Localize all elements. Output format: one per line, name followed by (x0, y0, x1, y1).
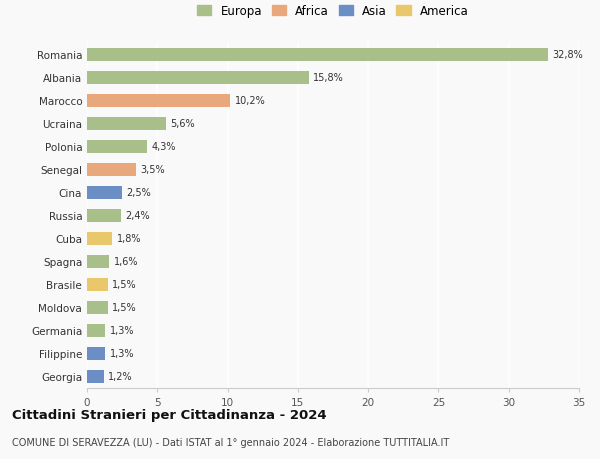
Text: Cittadini Stranieri per Cittadinanza - 2024: Cittadini Stranieri per Cittadinanza - 2… (12, 408, 326, 421)
Bar (87, 140, 148, 153)
Text: 3,5%: 3,5% (140, 165, 165, 175)
Bar (87, 324, 105, 337)
Text: 1,8%: 1,8% (116, 234, 141, 244)
Text: 1,2%: 1,2% (108, 371, 133, 381)
Bar (87, 209, 121, 222)
Bar (87, 347, 105, 360)
Bar (87, 95, 230, 107)
Text: 2,4%: 2,4% (125, 211, 149, 221)
Text: 1,5%: 1,5% (112, 302, 137, 313)
Bar (87, 72, 309, 84)
Bar (87, 370, 104, 383)
Legend: Europa, Africa, Asia, America: Europa, Africa, Asia, America (194, 1, 472, 21)
Text: 4,3%: 4,3% (152, 142, 176, 152)
Text: 1,5%: 1,5% (112, 280, 137, 290)
Text: 5,6%: 5,6% (170, 119, 194, 129)
Bar (87, 301, 108, 314)
Text: 32,8%: 32,8% (552, 50, 583, 60)
Text: 10,2%: 10,2% (235, 96, 265, 106)
Text: 1,6%: 1,6% (114, 257, 138, 267)
Text: 1,3%: 1,3% (109, 325, 134, 336)
Bar (87, 278, 108, 291)
Text: 15,8%: 15,8% (313, 73, 344, 83)
Bar (87, 186, 122, 199)
Bar (87, 49, 548, 62)
Bar (87, 118, 166, 130)
Bar (87, 232, 112, 245)
Bar (87, 255, 109, 268)
Text: COMUNE DI SERAVEZZA (LU) - Dati ISTAT al 1° gennaio 2024 - Elaborazione TUTTITAL: COMUNE DI SERAVEZZA (LU) - Dati ISTAT al… (12, 437, 449, 447)
Text: 1,3%: 1,3% (109, 348, 134, 358)
Bar (87, 163, 136, 176)
Text: 2,5%: 2,5% (127, 188, 151, 198)
